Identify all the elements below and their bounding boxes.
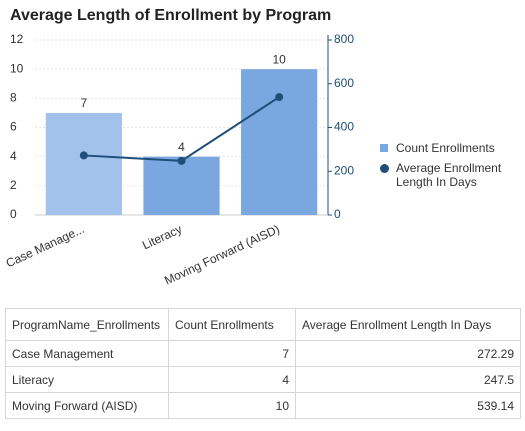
- legend: Count Enrollments Average Enrollment Leng…: [378, 141, 508, 195]
- y-tick-label: 12: [10, 32, 24, 46]
- y2-tick-label: 600: [334, 76, 354, 90]
- table-cell: 10: [168, 392, 296, 419]
- table-cell: Moving Forward (AISD): [5, 392, 169, 419]
- table-row: Case Management 7 272.29: [5, 340, 521, 367]
- value-label: 4: [178, 140, 185, 154]
- bar: [45, 112, 122, 215]
- legend-label: Average Enrollment Length In Days: [396, 161, 502, 189]
- legend-swatch: [380, 164, 389, 173]
- y2-tick-label: 0: [334, 207, 341, 221]
- legend-item: Count Enrollments: [378, 141, 508, 155]
- x-tick-label: Case Manage...: [4, 222, 87, 270]
- table-cell: Literacy: [5, 366, 169, 393]
- value-label: 7: [80, 96, 87, 110]
- legend-swatch: [380, 144, 388, 152]
- y-tick-label: 10: [10, 61, 24, 75]
- legend-label: Count Enrollments: [396, 141, 495, 155]
- column-header: ProgramName_Enrollments: [5, 308, 169, 341]
- line-point: [275, 93, 284, 102]
- bar: [241, 69, 318, 216]
- line-point: [79, 151, 88, 160]
- y2-tick-label: 800: [334, 32, 354, 46]
- y-tick-label: 0: [10, 207, 17, 221]
- bar: [143, 156, 220, 215]
- data-table: ProgramName_Enrollments Count Enrollments…: [5, 308, 521, 419]
- table-cell: 539.14: [295, 392, 521, 419]
- legend-item: Average Enrollment Length In Days: [378, 161, 508, 189]
- table-cell: Case Management: [5, 340, 169, 367]
- chart: Average Length of Enrollment by Program …: [4, 7, 355, 287]
- y2-tick-label: 200: [334, 163, 354, 177]
- y2-tick-label: 400: [334, 120, 354, 134]
- y-tick-label: 8: [10, 91, 17, 105]
- y-tick-label: 4: [10, 149, 17, 163]
- table-cell: 7: [168, 340, 296, 367]
- y-tick-label: 2: [10, 178, 17, 192]
- chart-title: Average Length of Enrollment by Program: [10, 7, 331, 24]
- x-tick-label: Literacy: [140, 222, 184, 252]
- table-cell: 272.29: [295, 340, 521, 367]
- column-header: Average Enrollment Length In Days: [295, 308, 521, 341]
- table-row: Moving Forward (AISD) 10 539.14: [5, 392, 521, 419]
- column-header: Count Enrollments: [168, 308, 296, 341]
- value-label: 10: [272, 52, 286, 66]
- table-cell: 4: [168, 366, 296, 393]
- table-row: Literacy 4 247.5: [5, 366, 521, 393]
- table-cell: 247.5: [295, 366, 521, 393]
- line-point: [177, 156, 186, 165]
- y-tick-label: 6: [10, 120, 17, 134]
